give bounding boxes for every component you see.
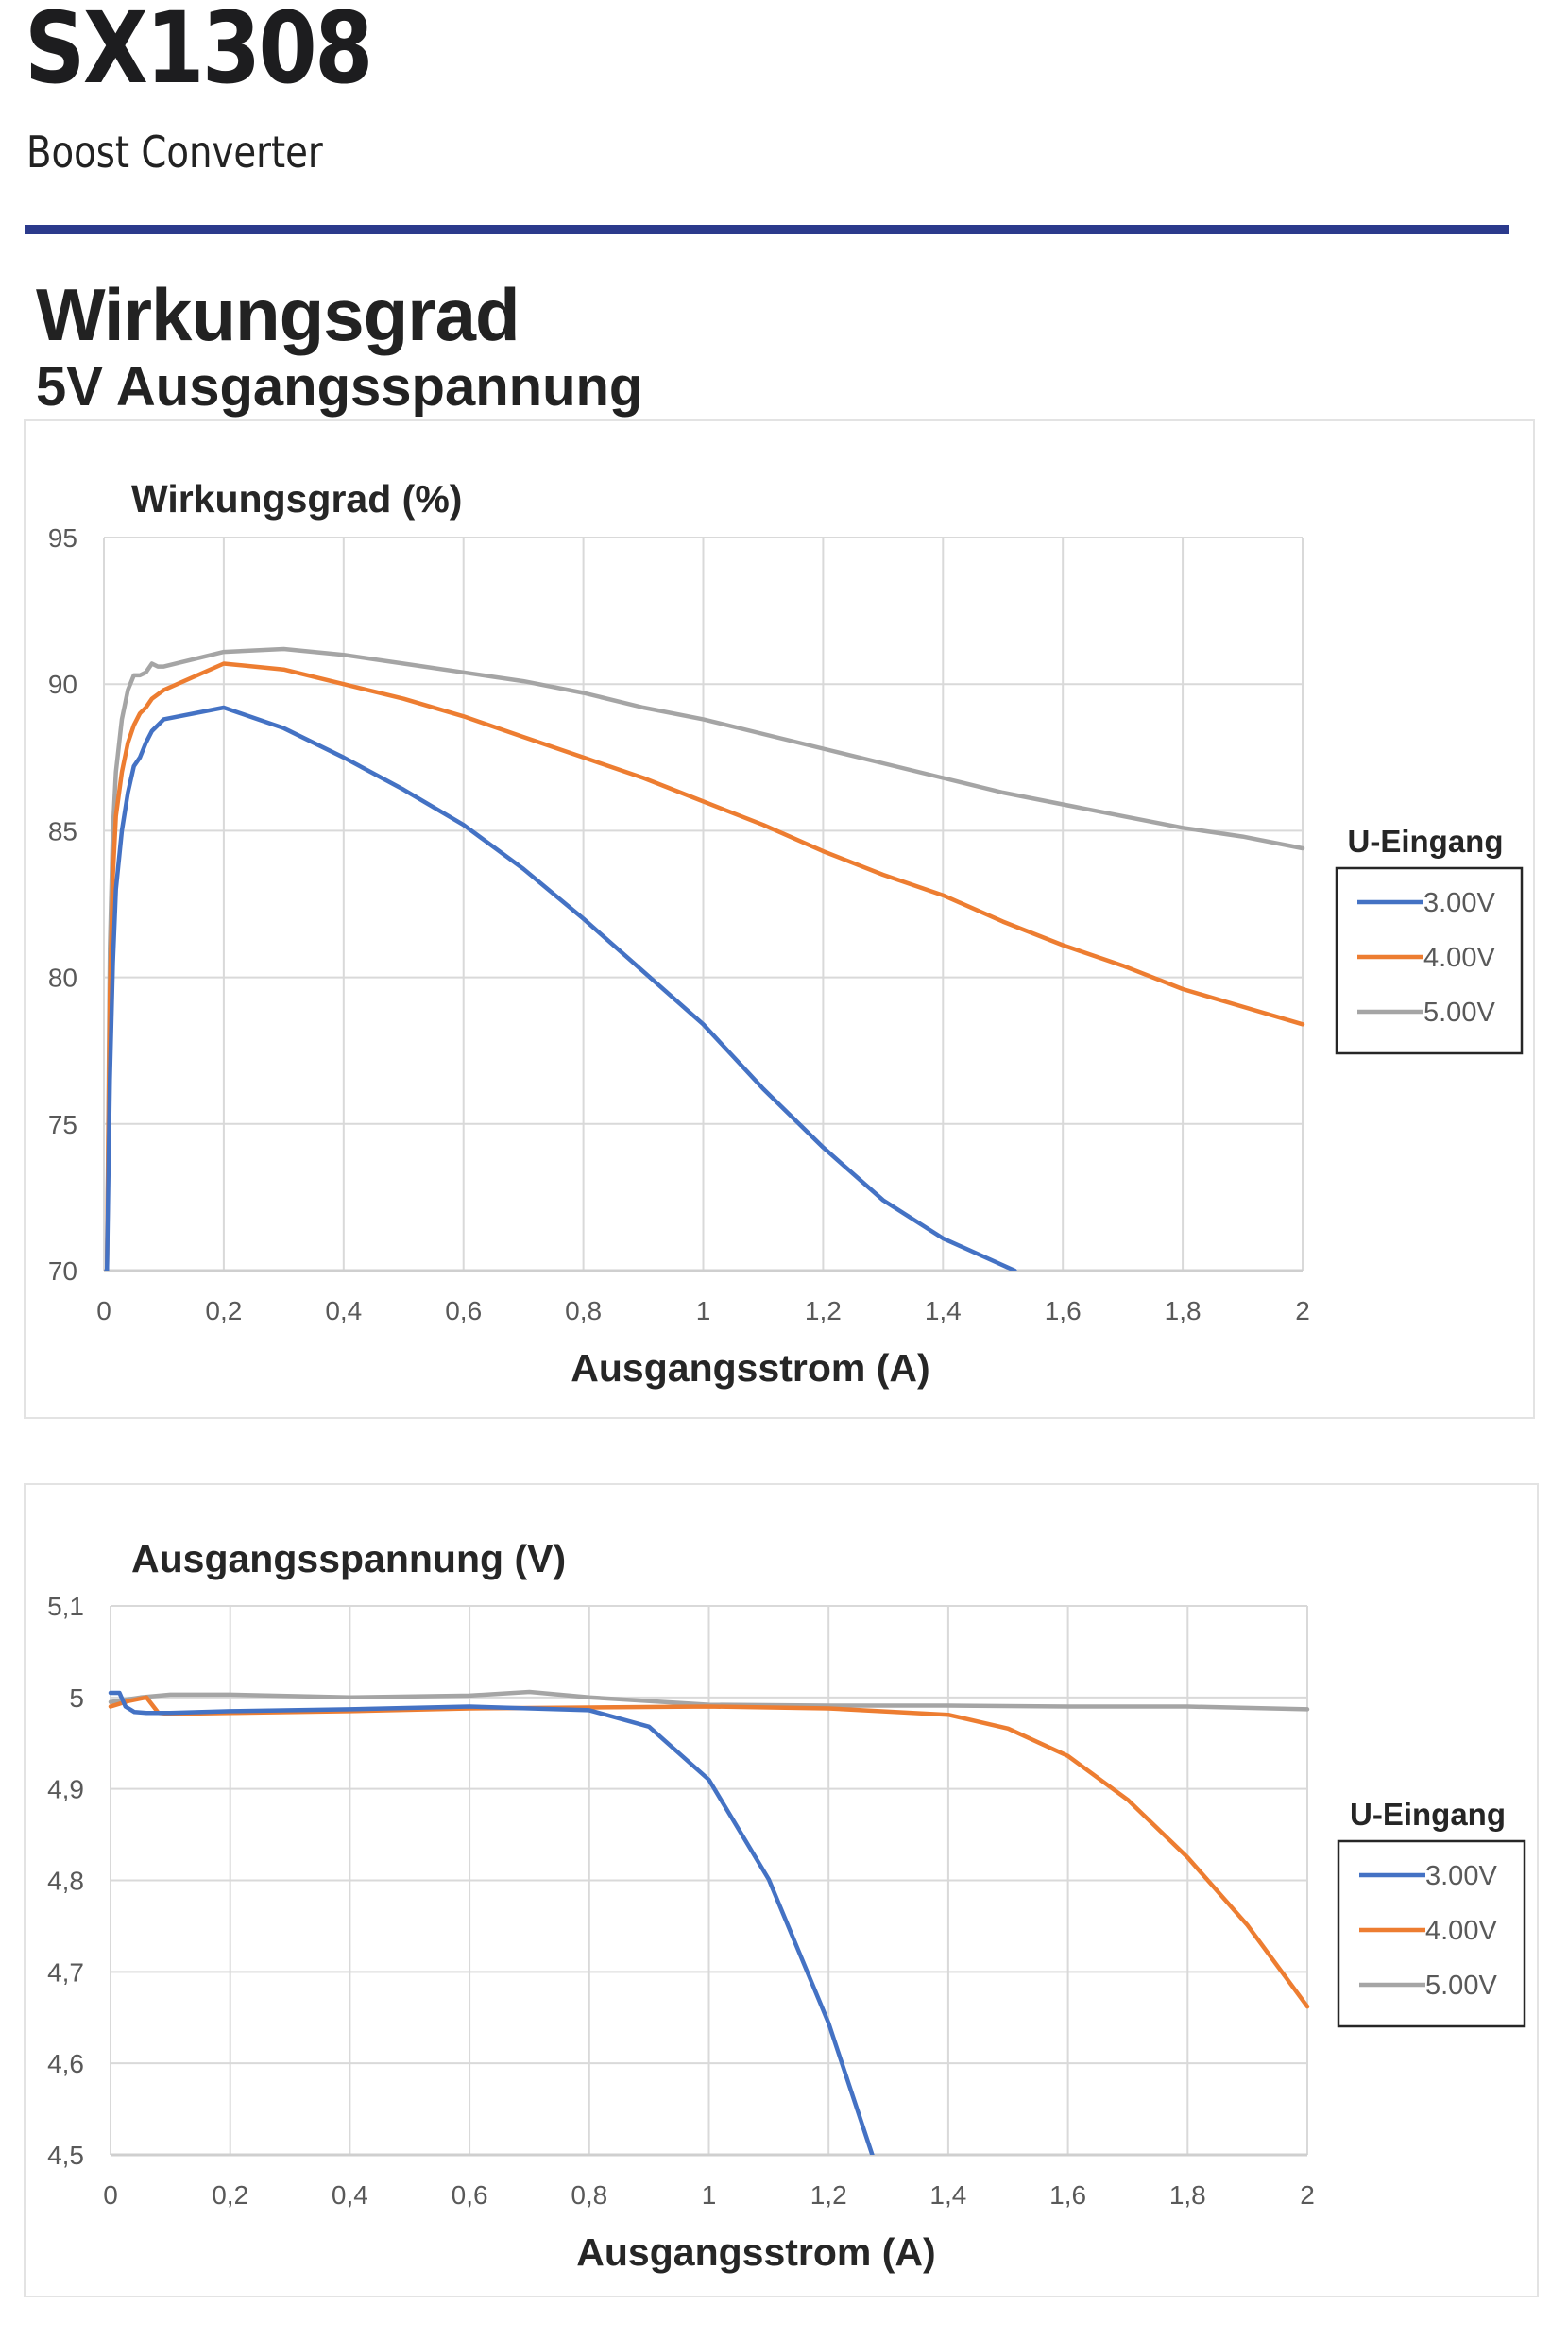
x-tick-label: 1,8 — [1165, 1296, 1202, 1325]
header-divider — [25, 225, 1509, 234]
y-tick-label: 75 — [48, 1110, 77, 1139]
x-tick-label: 1,8 — [1169, 2180, 1206, 2210]
legend: 3.00V 4.00V 5.00V — [1335, 866, 1524, 1055]
voltage-chart-frame — [24, 1483, 1539, 2297]
y-tick-label: 85 — [48, 816, 77, 845]
y-tick-label: 4,5 — [47, 2141, 84, 2170]
y-tick-label: 4,7 — [47, 1957, 84, 1987]
x-tick-label: 0,2 — [212, 2180, 248, 2210]
chart-title: Ausgangsspannung (V) — [131, 1537, 566, 1580]
x-tick-label: 0,8 — [571, 2180, 607, 2210]
section-subtitle: 5V Ausgangsspannung — [36, 356, 643, 418]
x-tick-label: 0 — [103, 2180, 118, 2210]
x-axis-title: Ausgangsstrom (A) — [576, 2230, 935, 2274]
series-line-4-00v — [108, 1695, 1310, 2009]
x-tick-label: 1 — [702, 2180, 717, 2210]
x-tick-label: 1,6 — [1045, 1296, 1082, 1325]
chart-title: Wirkungsgrad (%) — [131, 477, 462, 521]
series-group — [104, 646, 1305, 1271]
legend-label: 5.00V — [1425, 1971, 1497, 2001]
x-tick-label: 2 — [1295, 1296, 1310, 1325]
legend-item: 3.00V — [1357, 888, 1495, 918]
x-tick-label: 0 — [96, 1296, 111, 1325]
x-tick-label: 0,6 — [445, 1296, 482, 1325]
x-tick-label: 1,4 — [925, 1296, 962, 1325]
y-tick-label: 95 — [48, 523, 77, 553]
legend: 3.00V 4.00V 5.00V — [1337, 1839, 1526, 2028]
y-tick-label: 5,1 — [47, 1592, 84, 1621]
series-group — [108, 1689, 1310, 2155]
y-tick-label: 80 — [48, 964, 77, 993]
product-subtitle: Boost Converter — [26, 127, 323, 178]
y-tick-label: 4,6 — [47, 2049, 84, 2078]
legend-item: 5.00V — [1359, 1971, 1497, 2001]
x-tick-label: 0,2 — [205, 1296, 242, 1325]
x-tick-label: 0,8 — [565, 1296, 602, 1325]
y-tick-label: 4,8 — [47, 1867, 84, 1896]
voltage-plot: 5,1 5 4,9 4,8 4,7 4,6 4,5 0 0,2 0,4 0,6 0,8 1 1,2 1,4 1… — [47, 1537, 1526, 2274]
series-line-5-00v — [104, 646, 1305, 1271]
legend-item: 4.00V — [1357, 943, 1495, 973]
series-line-4-00v — [104, 661, 1305, 1271]
x-tick-label: 1,4 — [929, 2180, 966, 2210]
x-tick-label: 0,6 — [452, 2180, 488, 2210]
x-tick-label: 2 — [1300, 2180, 1315, 2210]
efficiency-plot: 95 90 85 80 75 70 0 0,2 0,4 0,6 0,8 1 1,2 1,4 1,6 1,8 2 W… — [48, 477, 1524, 1390]
section-title: Wirkungsgrad — [36, 273, 520, 356]
legend-label: 3.00V — [1425, 1861, 1497, 1891]
legend-box — [1335, 866, 1524, 1055]
legend-box — [1337, 1839, 1526, 2028]
series-line-5-00v — [108, 1689, 1310, 1712]
y-tick-label: 5 — [69, 1683, 84, 1713]
legend-label: 4.00V — [1423, 943, 1495, 973]
y-tick-label: 4,9 — [47, 1775, 84, 1804]
legend-label: 3.00V — [1423, 888, 1495, 918]
x-axis-title: Ausgangsstrom (A) — [571, 1346, 929, 1390]
legend-title: U-Eingang — [1350, 1797, 1506, 1832]
legend-title: U-Eingang — [1348, 824, 1504, 859]
efficiency-chart-frame — [24, 419, 1535, 1419]
x-tick-label: 0,4 — [325, 1296, 362, 1325]
x-tick-label: 0,4 — [332, 2180, 368, 2210]
legend-label: 5.00V — [1423, 998, 1495, 1028]
legend-item: 3.00V — [1359, 1861, 1497, 1891]
series-line-3-00v — [104, 705, 1017, 1271]
series-line-3-00v — [108, 1690, 875, 2155]
x-tick-label: 1,2 — [810, 2180, 847, 2210]
y-tick-label: 70 — [48, 1256, 77, 1286]
legend-item: 4.00V — [1359, 1916, 1497, 1946]
x-tick-label: 1 — [696, 1296, 711, 1325]
legend-item: 5.00V — [1357, 998, 1495, 1028]
x-tick-label: 1,2 — [805, 1296, 842, 1325]
product-title: SX1308 — [25, 0, 373, 106]
legend-label: 4.00V — [1425, 1916, 1497, 1946]
y-tick-label: 90 — [48, 670, 77, 699]
x-tick-label: 1,6 — [1049, 2180, 1086, 2210]
